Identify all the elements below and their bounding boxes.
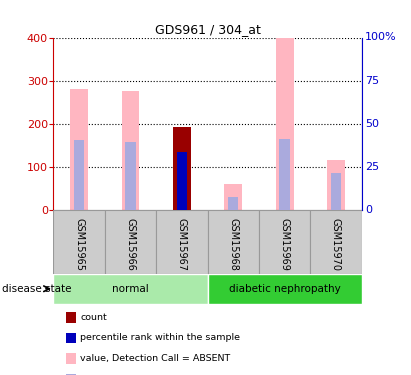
Bar (177, 152, 187, 210)
Text: value, Detection Call = ABSENT: value, Detection Call = ABSENT (80, 354, 231, 363)
Bar (53, 274, 208, 304)
Bar (327, 160, 345, 210)
Text: normal: normal (112, 284, 149, 294)
Bar (279, 139, 290, 210)
Text: 25: 25 (365, 162, 379, 172)
Text: count: count (80, 313, 107, 322)
Bar (125, 142, 136, 210)
Text: GSM15967: GSM15967 (177, 217, 187, 271)
Text: GSM15968: GSM15968 (228, 217, 238, 270)
Text: 50: 50 (365, 119, 379, 129)
Text: GSM15969: GSM15969 (279, 217, 290, 270)
Bar (259, 210, 310, 274)
Text: percentile rank within the sample: percentile rank within the sample (80, 333, 240, 342)
Bar (208, 210, 259, 274)
Text: 0: 0 (365, 205, 372, 215)
Text: diabetic nephropathy: diabetic nephropathy (229, 284, 340, 294)
Title: GDS961 / 304_at: GDS961 / 304_at (155, 23, 261, 36)
Bar (331, 173, 341, 210)
Bar (122, 92, 139, 210)
Text: disease state: disease state (2, 284, 72, 294)
Bar (70, 89, 88, 210)
Bar (276, 38, 293, 210)
Bar (156, 210, 208, 274)
Bar (228, 197, 238, 210)
Bar (173, 127, 191, 210)
Bar (208, 274, 362, 304)
Bar (105, 210, 156, 274)
Bar (74, 140, 84, 210)
Text: 100%: 100% (365, 33, 396, 42)
Text: GSM15965: GSM15965 (74, 217, 84, 271)
Text: 75: 75 (365, 76, 379, 86)
Bar (310, 210, 362, 274)
Text: GSM15970: GSM15970 (331, 217, 341, 271)
Bar (224, 184, 242, 210)
Text: GSM15966: GSM15966 (125, 217, 136, 270)
Bar (53, 210, 105, 274)
